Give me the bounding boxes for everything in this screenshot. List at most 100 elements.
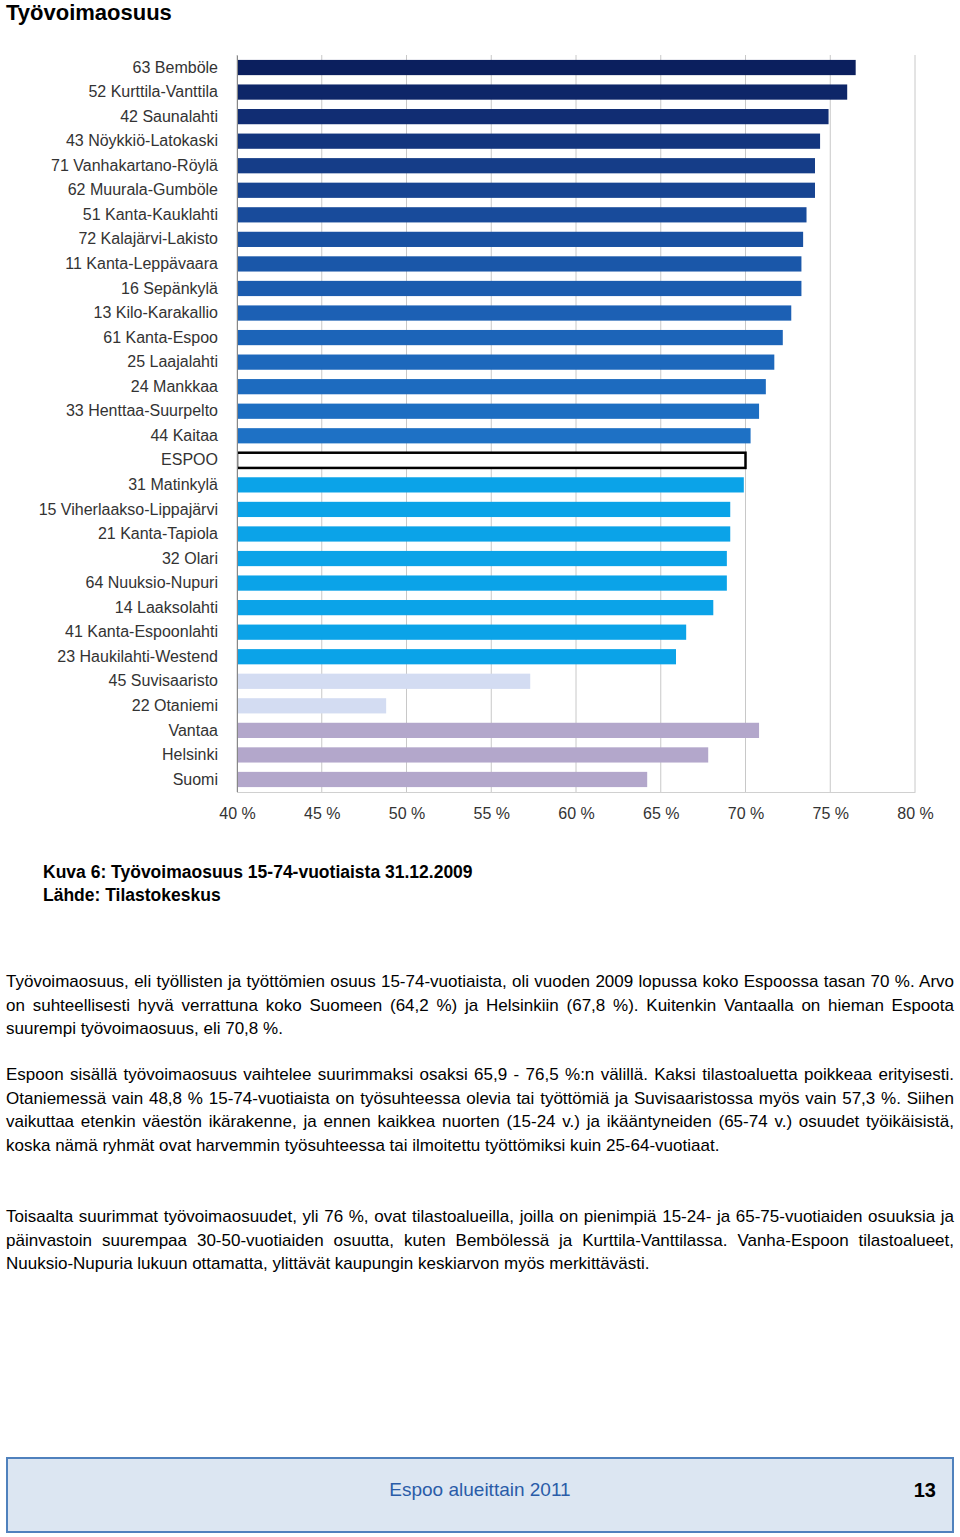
- tick: 60 %: [558, 792, 594, 822]
- axis-line: [237, 56, 238, 793]
- category-label: 42 Saunalahti: [120, 108, 218, 125]
- tick: 55 %: [474, 792, 510, 822]
- category-label: 25 Laajalahti: [127, 353, 218, 370]
- tick: 64 Nuuksio-Nupuri: [85, 574, 237, 591]
- tick: 45 Suvisaaristo: [109, 672, 237, 689]
- bar: [237, 698, 386, 713]
- tick: 15 Viherlaakso-Lippajärvi: [39, 501, 237, 518]
- bar: [237, 207, 807, 222]
- footer: Espoo alueittain 201113: [6, 1457, 954, 1533]
- tick: 75 %: [813, 792, 849, 822]
- bar: [237, 183, 815, 198]
- bar: [237, 305, 791, 320]
- bar: [237, 502, 730, 517]
- category-label: 52 Kurttila-Vanttila: [88, 83, 218, 100]
- paragraph: Espoon sisällä työvoimaosuus vaihtelee s…: [6, 1063, 954, 1157]
- y-axis: 63 Bemböle 52 Kurttila-Vanttila 42 Saunala…: [39, 56, 238, 793]
- category-label: Helsinki: [162, 746, 218, 763]
- tick: 25 Laajalahti: [127, 353, 237, 370]
- tick: 42 Saunalahti: [120, 108, 237, 125]
- category-label: 51 Kanta-Kauklahti: [83, 206, 218, 223]
- tick: 21 Kanta-Tapiola: [98, 525, 237, 542]
- x-axis: 40 %45 %50 %55 %60 %65 %70 %75 %80 %: [219, 792, 933, 822]
- bar: [237, 355, 774, 370]
- category-label: 21 Kanta-Tapiola: [98, 525, 218, 542]
- bar: [237, 109, 829, 124]
- tick: 50 %: [389, 792, 425, 822]
- paragraph: Työvoimaosuus, eli työllisten ja työttöm…: [6, 970, 954, 1041]
- category-label: 71 Vanhakartano-Röylä: [51, 157, 218, 174]
- category-label: Suomi: [173, 771, 218, 788]
- tick: 31 Matinkylä: [128, 476, 237, 493]
- page-number: 13: [914, 1479, 936, 1502]
- category-label: 33 Henttaa-Suurpelto: [66, 402, 218, 419]
- bar: [237, 600, 713, 615]
- bar: [237, 526, 730, 541]
- category-label: 61 Kanta-Espoo: [103, 329, 218, 346]
- bar: [237, 477, 744, 492]
- category-label: 22 Otaniemi: [132, 697, 218, 714]
- tick-label: 75 %: [813, 805, 849, 822]
- tick: 63 Bemböle: [133, 59, 237, 76]
- category-label: 15 Viherlaakso-Lippajärvi: [39, 501, 218, 518]
- tick: 62 Muurala-Gumböle: [68, 181, 237, 198]
- category-label: 11 Kanta-Leppävaara: [65, 255, 218, 272]
- tick: 32 Olari: [162, 550, 237, 567]
- bar: [237, 723, 759, 738]
- tick: 40 %: [219, 792, 255, 822]
- tick-label: 50 %: [389, 805, 425, 822]
- tick-label: 70 %: [728, 805, 764, 822]
- bar: [237, 60, 856, 75]
- bar: [237, 330, 783, 345]
- bar: [237, 747, 708, 762]
- tick-label: 65 %: [643, 805, 679, 822]
- tick-label: 60 %: [558, 805, 594, 822]
- bar: [237, 428, 751, 443]
- bar: [237, 232, 803, 247]
- category-label: 44 Kaitaa: [150, 427, 218, 444]
- grid: [237, 55, 915, 792]
- tick: 23 Haukilahti-Westend: [57, 648, 237, 665]
- category-label: 24 Mankkaa: [131, 378, 218, 395]
- tick-label: 55 %: [474, 805, 510, 822]
- tick: 70 %: [728, 792, 764, 822]
- category-label: 23 Haukilahti-Westend: [57, 648, 218, 665]
- category-label: 43 Nöykkiö-Latokaski: [66, 132, 218, 149]
- tick-label: 40 %: [219, 805, 255, 822]
- bar: [237, 772, 647, 787]
- tick: ESPOO: [161, 451, 237, 468]
- bar: [237, 575, 727, 590]
- tick: 44 Kaitaa: [150, 427, 237, 444]
- caption-title: Kuva 6: Työvoimaosuus 15-74-vuotiaista 3…: [43, 862, 473, 883]
- page-title: Työvoimaosuus: [6, 0, 172, 26]
- tick: Helsinki: [162, 746, 237, 763]
- tick: 61 Kanta-Espoo: [103, 329, 237, 346]
- category-label: ESPOO: [161, 451, 218, 468]
- category-label: 16 Sepänkylä: [121, 280, 218, 297]
- bar: [237, 379, 766, 394]
- tick: Vantaa: [168, 721, 237, 738]
- bar: [237, 158, 815, 173]
- tick: 24 Mankkaa: [131, 378, 237, 395]
- tick: 22 Otaniemi: [132, 697, 237, 714]
- category-label: 13 Kilo-Karakallio: [93, 304, 218, 321]
- tick: 16 Sepänkylä: [121, 280, 237, 297]
- tick: 51 Kanta-Kauklahti: [83, 206, 237, 223]
- tick: 41 Kanta-Espoonlahti: [65, 623, 237, 640]
- category-label: 14 Laaksolahti: [115, 599, 218, 616]
- bar: [237, 674, 530, 689]
- tick: 14 Laaksolahti: [115, 599, 237, 616]
- tick: 11 Kanta-Leppävaara: [65, 255, 237, 272]
- bar: [237, 551, 727, 566]
- caption-source: Lähde: Tilastokeskus: [43, 885, 221, 906]
- grid-line: [915, 55, 916, 792]
- paragraph: Toisaalta suurimmat työvoimaosuudet, yli…: [6, 1205, 954, 1276]
- bar: [237, 281, 801, 296]
- category-label: 64 Nuuksio-Nupuri: [85, 574, 218, 591]
- bars: [237, 60, 856, 787]
- tick: 33 Henttaa-Suurpelto: [66, 402, 237, 419]
- category-label: Vantaa: [168, 721, 218, 738]
- category-label: 41 Kanta-Espoonlahti: [65, 623, 218, 640]
- category-label: 32 Olari: [162, 550, 218, 567]
- tick: 52 Kurttila-Vanttila: [88, 83, 237, 100]
